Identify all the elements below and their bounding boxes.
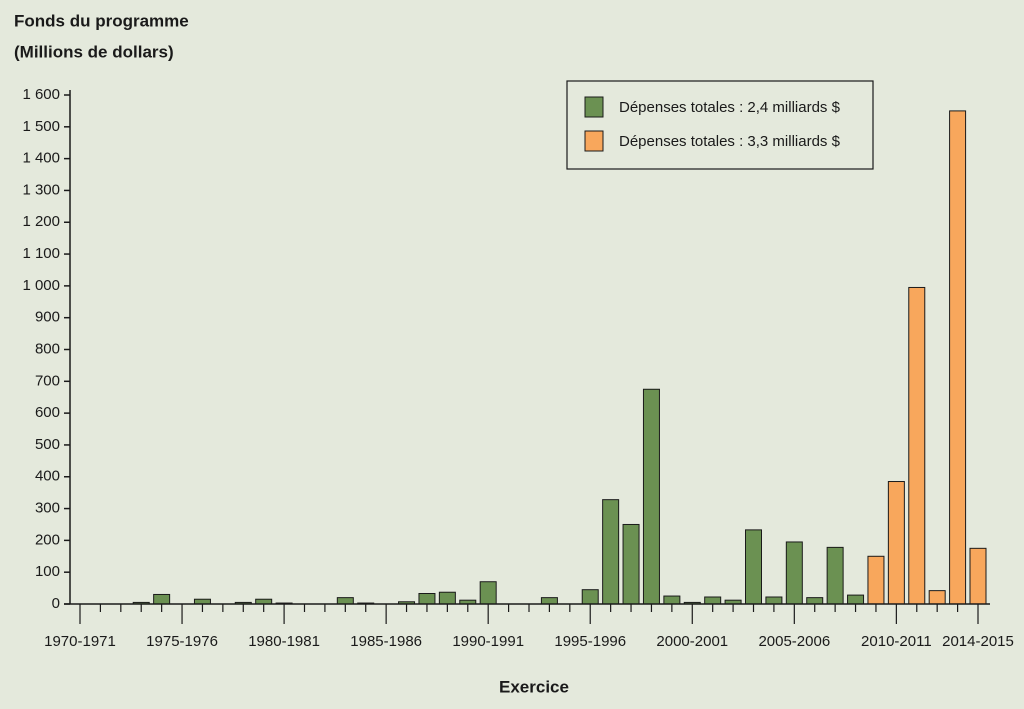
x-tick-label: 2014-2015 — [942, 633, 1014, 650]
x-axis-title: Exercice — [499, 677, 569, 696]
legend-label: Dépenses totales : 3,3 milliards $ — [619, 133, 841, 150]
y-tick-label: 1 600 — [22, 86, 60, 103]
bar — [418, 593, 436, 605]
bar — [438, 591, 456, 605]
bar — [785, 541, 803, 605]
bar — [581, 589, 599, 605]
y-axis-title: Fonds du programme — [14, 11, 189, 30]
x-tick-label: 1980-1981 — [248, 633, 320, 650]
y-tick-label: 400 — [35, 468, 60, 485]
x-tick-label: 2005-2006 — [758, 633, 830, 650]
bar — [642, 388, 660, 605]
bar — [153, 593, 171, 605]
bar — [928, 590, 946, 605]
y-tick-label: 300 — [35, 500, 60, 517]
bar — [826, 546, 844, 605]
bar — [949, 110, 967, 605]
x-tick-label: 1990-1991 — [452, 633, 524, 650]
bar — [602, 499, 620, 605]
y-tick-label: 100 — [35, 563, 60, 580]
bar — [622, 523, 640, 605]
x-tick-label: 1985-1986 — [350, 633, 422, 650]
bar — [479, 581, 497, 605]
bar — [540, 597, 558, 605]
y-axis-title: (Millions de dollars) — [14, 42, 174, 61]
x-tick-label: 1975-1976 — [146, 633, 218, 650]
bar — [745, 529, 762, 605]
x-tick-label: 1970-1971 — [44, 633, 116, 650]
bar — [847, 594, 865, 605]
x-tick-label: 2010-2011 — [861, 633, 932, 650]
y-tick-label: 900 — [35, 309, 60, 326]
bar — [867, 555, 885, 605]
y-tick-label: 1 300 — [22, 181, 60, 198]
x-tick-label: 2000-2001 — [656, 633, 728, 650]
y-tick-label: 500 — [35, 436, 60, 453]
bar — [765, 596, 783, 605]
bar — [704, 596, 722, 605]
legend-swatch — [584, 130, 604, 152]
y-tick-label: 0 — [52, 595, 60, 612]
y-tick-label: 800 — [35, 340, 60, 357]
y-tick-label: 1 500 — [22, 118, 60, 135]
y-tick-label: 1 400 — [22, 150, 60, 167]
legend-box — [566, 80, 874, 170]
legend-swatch — [584, 96, 604, 118]
y-tick-label: 1 200 — [22, 213, 60, 230]
bar — [663, 595, 681, 605]
y-tick-label: 200 — [35, 531, 60, 548]
bar — [908, 286, 926, 605]
bar — [806, 597, 824, 605]
legend-label: Dépenses totales : 2,4 milliards $ — [619, 99, 841, 116]
y-tick-label: 1 100 — [22, 245, 60, 262]
bar — [969, 547, 987, 605]
y-tick-label: 700 — [35, 372, 60, 389]
y-tick-label: 1 000 — [22, 277, 60, 294]
bar — [887, 481, 905, 605]
x-tick-label: 1995-1996 — [554, 633, 626, 650]
y-tick-label: 600 — [35, 404, 60, 421]
bar — [336, 597, 354, 605]
